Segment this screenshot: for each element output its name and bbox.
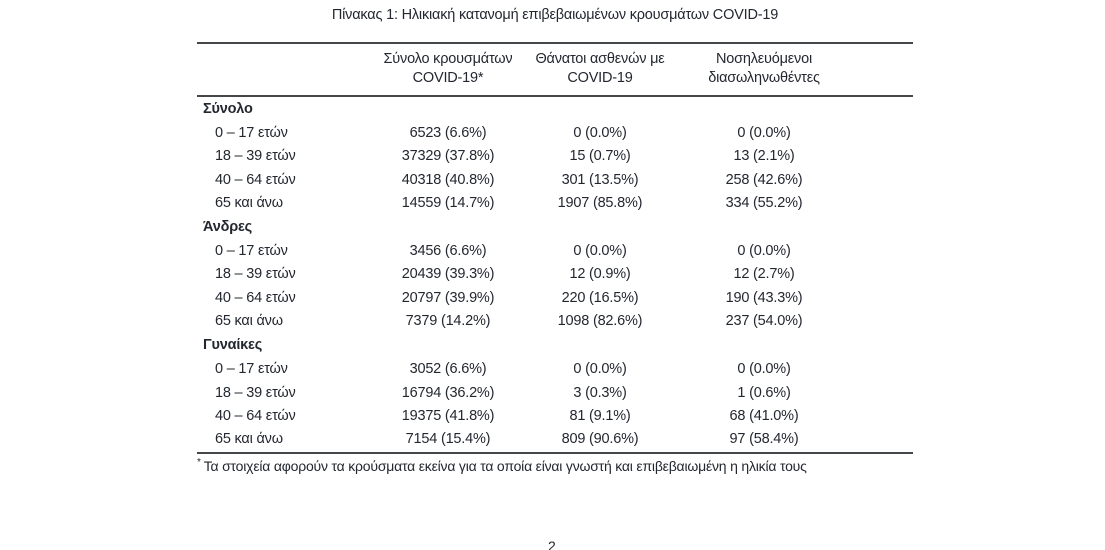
table-row: 0 – 17 ετών 3456 (6.6%) 0 (0.0%) 0 (0.0%… bbox=[197, 240, 913, 263]
cases-value: 7379 (14.2%) bbox=[405, 313, 491, 330]
intubated-value: 237 (54.0%) bbox=[725, 313, 803, 330]
table-row: 40 – 64 ετών 40318 (40.8%) 301 (13.5%) 2… bbox=[197, 169, 913, 192]
section-header-row: Σύνολο bbox=[197, 96, 913, 122]
spacer-cell bbox=[857, 358, 913, 381]
spacer-cell bbox=[857, 263, 913, 286]
spacer-cell bbox=[857, 428, 913, 452]
column-header-deaths-line2: COVID-19 bbox=[567, 70, 633, 86]
cases-value: 40318 (40.8%) bbox=[401, 171, 495, 188]
cases-value: 20797 (39.9%) bbox=[401, 289, 495, 306]
deaths-value: 809 (90.6%) bbox=[561, 431, 639, 448]
spacer-cell bbox=[857, 122, 913, 145]
spacer-cell bbox=[857, 240, 913, 263]
cases-value: 20439 (39.3%) bbox=[401, 266, 495, 283]
table-row: 18 – 39 ετών 37329 (37.8%) 15 (0.7%) 13 … bbox=[197, 145, 913, 168]
table-row: 0 – 17 ετών 6523 (6.6%) 0 (0.0%) 0 (0.0%… bbox=[197, 122, 913, 145]
age-group-label: 40 – 64 ετών bbox=[215, 407, 296, 424]
cases-value: 16794 (36.2%) bbox=[401, 384, 495, 401]
page-number: 2 bbox=[548, 538, 556, 550]
deaths-value: 0 (0.0%) bbox=[573, 243, 627, 260]
deaths-value: 81 (9.1%) bbox=[569, 407, 631, 424]
age-group-label: 40 – 64 ετών bbox=[215, 289, 296, 306]
spacer-cell bbox=[857, 382, 913, 405]
section-header-row: Άνδρες bbox=[197, 215, 913, 240]
intubated-value: 97 (58.4%) bbox=[729, 431, 799, 448]
covid-age-distribution-table: Σύνολο κρουσμάτων COVID-19* Θάνατοι ασθε… bbox=[197, 42, 913, 454]
footnote-text: Τα στοιχεία αφορούν τα κρούσματα εκείνα … bbox=[203, 457, 807, 474]
deaths-value: 3 (0.3%) bbox=[573, 384, 627, 401]
column-header-deaths: Θάνατοι ασθενών με COVID-19 bbox=[529, 43, 671, 96]
intubated-value: 0 (0.0%) bbox=[737, 361, 791, 378]
deaths-value: 0 (0.0%) bbox=[573, 361, 627, 378]
age-group-label: 65 και άνω bbox=[215, 313, 283, 330]
table-row: 40 – 64 ετών 20797 (39.9%) 220 (16.5%) 1… bbox=[197, 287, 913, 310]
age-group-label: 0 – 17 ετών bbox=[215, 125, 288, 141]
age-group-label: 0 – 17 ετών bbox=[215, 243, 288, 260]
intubated-value: 12 (2.7%) bbox=[733, 266, 795, 283]
table-row: 40 – 64 ετών 19375 (41.8%) 81 (9.1%) 68 … bbox=[197, 405, 913, 428]
intubated-value: 0 (0.0%) bbox=[737, 243, 791, 260]
column-header-intubated-line1: Νοσηλευόμενοι bbox=[715, 51, 812, 67]
table-header: Σύνολο κρουσμάτων COVID-19* Θάνατοι ασθε… bbox=[197, 43, 913, 96]
spacer-cell bbox=[857, 192, 913, 215]
table-block: Πίνακας 1: Ηλικιακή κατανομή επιβεβαιωμέ… bbox=[197, 7, 913, 476]
cases-value: 14559 (14.7%) bbox=[401, 194, 495, 211]
intubated-value: 13 (2.1%) bbox=[733, 148, 795, 165]
intubated-value: 334 (55.2%) bbox=[725, 194, 803, 211]
section-header-row: Γυναίκες bbox=[197, 333, 913, 358]
intubated-value: 258 (42.6%) bbox=[725, 171, 803, 188]
column-header-intubated: Νοσηλευόμενοι διασωληνωθέντες bbox=[671, 43, 857, 96]
age-group-label: 0 – 17 ετών bbox=[215, 361, 288, 378]
table-row: 0 – 17 ετών 3052 (6.6%) 0 (0.0%) 0 (0.0%… bbox=[197, 358, 913, 381]
age-group-label: 18 – 39 ετών bbox=[215, 384, 296, 401]
section-label-men: Άνδρες bbox=[203, 219, 252, 236]
cases-value: 37329 (37.8%) bbox=[401, 148, 495, 165]
column-header-spacer bbox=[857, 43, 913, 96]
section-label-total: Σύνολο bbox=[203, 101, 253, 117]
deaths-value: 15 (0.7%) bbox=[569, 148, 631, 165]
table-row: 65 και άνω 7154 (15.4%) 809 (90.6%) 97 (… bbox=[197, 428, 913, 452]
spacer-cell bbox=[857, 169, 913, 192]
spacer-cell bbox=[857, 310, 913, 333]
age-group-label: 18 – 39 ετών bbox=[215, 266, 296, 283]
spacer-cell bbox=[857, 145, 913, 168]
cases-value: 3456 (6.6%) bbox=[409, 243, 487, 260]
column-header-total-cases: Σύνολο κρουσμάτων COVID-19* bbox=[367, 43, 529, 96]
cases-value: 7154 (15.4%) bbox=[405, 431, 491, 448]
table-row: 18 – 39 ετών 20439 (39.3%) 12 (0.9%) 12 … bbox=[197, 263, 913, 286]
age-group-label: 65 και άνω bbox=[215, 194, 283, 211]
column-header-empty bbox=[197, 43, 367, 96]
cases-value: 19375 (41.8%) bbox=[401, 407, 495, 424]
column-header-total-cases-line1: Σύνολο κρουσμάτων bbox=[383, 51, 513, 67]
table-title: Πίνακας 1: Ηλικιακή κατανομή επιβεβαιωμέ… bbox=[331, 7, 779, 23]
table-footnote: * Τα στοιχεία αφορούν τα κρούσματα εκείνα… bbox=[197, 457, 913, 476]
table-row: 65 και άνω 7379 (14.2%) 1098 (82.6%) 237… bbox=[197, 310, 913, 333]
deaths-value: 220 (16.5%) bbox=[561, 289, 639, 306]
section-label-women: Γυναίκες bbox=[203, 337, 263, 354]
deaths-value: 1907 (85.8%) bbox=[557, 194, 643, 211]
deaths-value: 1098 (82.6%) bbox=[557, 313, 643, 330]
age-group-label: 18 – 39 ετών bbox=[215, 148, 296, 165]
column-header-intubated-line2: διασωληνωθέντες bbox=[708, 70, 820, 86]
spacer-cell bbox=[857, 405, 913, 428]
footnote-asterisk: * bbox=[197, 456, 201, 468]
deaths-value: 0 (0.0%) bbox=[573, 125, 627, 141]
intubated-value: 190 (43.3%) bbox=[725, 289, 803, 306]
age-group-label: 40 – 64 ετών bbox=[215, 171, 296, 188]
deaths-value: 12 (0.9%) bbox=[569, 266, 631, 283]
age-group-label: 65 και άνω bbox=[215, 431, 283, 448]
cases-value: 3052 (6.6%) bbox=[409, 361, 487, 378]
column-header-total-cases-line2: COVID-19* bbox=[412, 70, 484, 86]
column-header-deaths-line1: Θάνατοι ασθενών με bbox=[535, 51, 665, 67]
intubated-value: 1 (0.6%) bbox=[737, 384, 791, 401]
spacer-cell bbox=[857, 287, 913, 310]
intubated-value: 0 (0.0%) bbox=[737, 125, 791, 141]
table-row: 65 και άνω 14559 (14.7%) 1907 (85.8%) 33… bbox=[197, 192, 913, 215]
intubated-value: 68 (41.0%) bbox=[729, 407, 799, 424]
cases-value: 6523 (6.6%) bbox=[409, 125, 487, 141]
deaths-value: 301 (13.5%) bbox=[561, 171, 639, 188]
table-row: 18 – 39 ετών 16794 (36.2%) 3 (0.3%) 1 (0… bbox=[197, 382, 913, 405]
